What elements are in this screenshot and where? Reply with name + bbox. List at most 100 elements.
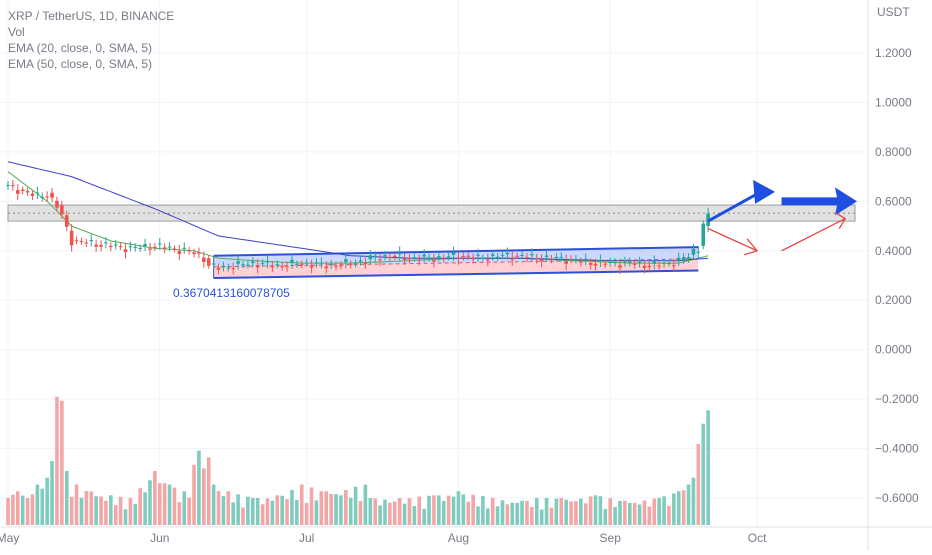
red-projection-segment [781,218,846,252]
resistance-zone-rect [7,204,856,222]
volume-bar [250,498,255,525]
candle-body [471,257,475,260]
chart-legend: XRP / TetherUS, 1D, BINANCE Vol EMA (20,… [8,8,174,72]
volume-bar [397,498,402,525]
volume-bar [133,504,138,525]
candle-body [109,245,113,248]
candle-body [446,256,451,258]
volume-bar [681,490,686,525]
volume-bar [613,507,617,525]
volume-bar [236,494,240,525]
candle-body [662,262,666,264]
candle-body [652,261,657,264]
candle-body [422,254,426,257]
volume-bar [40,488,45,525]
volume-bar [441,500,446,525]
candle-body [275,264,280,266]
candle-body [167,246,172,248]
projection-arrows[interactable] [707,179,857,256]
y-tick-label: −0.6000 [875,491,919,505]
candle-body [118,246,123,248]
volume-bar [211,484,216,525]
volume-bar [314,500,319,525]
candle-body [11,185,15,187]
channel-lower-fill [213,258,699,278]
volume-bar [280,495,284,525]
volume-bar [329,493,333,525]
candle-body [373,255,377,258]
candle-body [162,247,167,249]
candle-body [407,258,412,260]
symbol-title[interactable]: XRP / TetherUS, 1D, BINANCE [8,9,175,23]
volume-bar [206,457,211,525]
red-arrowhead [743,238,759,256]
candle-body [304,262,309,264]
volume-bar [11,494,15,525]
volume-bar [637,504,642,525]
volume-bar [505,504,510,525]
volume-bar [353,486,358,525]
volume-indicator-label[interactable]: Vol [8,25,25,39]
volume-bar [691,477,696,525]
volume-bar [118,496,123,525]
candle-body [603,263,608,265]
volume-bar [642,500,647,525]
volume-bar [569,501,573,525]
y-tick-label: −0.2000 [875,392,919,406]
candle-body [593,263,598,266]
volume-bar [84,490,89,525]
volume-bar [35,484,40,525]
volume-bar [530,507,534,525]
candle-body [99,245,103,247]
volume-bar [373,498,377,525]
candle-body [324,266,329,269]
volume-bar [471,494,475,525]
ema-20-indicator-label[interactable]: EMA (20, close, 0, SMA, 5) [8,41,153,55]
volume-bar [74,484,79,525]
channel-upper-line [213,246,699,257]
volume-bar [422,508,426,525]
volume-bar [295,499,299,525]
candle-body [632,263,637,265]
candlesticks [6,179,710,275]
volume-bar [104,500,108,525]
candle-body [549,258,554,260]
y-tick-label: 0.4000 [875,244,912,258]
volume-bar [290,489,294,525]
volume-bar [549,507,554,525]
candle-body [383,255,387,257]
x-tick-label: May [0,531,19,545]
candle-body [691,248,696,255]
volume-bar [109,495,113,525]
parallel-channel[interactable] [213,246,699,279]
x-tick-label: Jun [150,531,169,545]
volume-bar [627,502,632,525]
y-tick-label: 1.2000 [875,46,912,60]
candle-body [676,257,681,261]
candle-body [392,255,397,257]
candle-body [314,262,319,264]
candle-body [128,246,133,248]
ema-50-indicator-label[interactable]: EMA (50, close, 0, SMA, 5) [8,57,153,71]
candle-body [79,241,84,243]
red-projection-arrowhead [834,212,847,229]
volume-bar [339,495,343,525]
volume-bar [476,506,480,525]
candle-body [579,261,583,263]
candle-body [60,205,64,215]
candle-body [461,256,466,258]
volume-bar [177,502,182,525]
ema-20-line [7,171,709,264]
volume-bar [652,498,657,525]
candle-body [113,244,118,246]
candle-body [657,265,661,267]
volume-bar [69,496,74,525]
volume-bar [510,502,515,525]
candle-body [574,259,578,261]
candle-body [495,256,500,258]
volume-bar [647,506,652,525]
candle-body [40,196,45,198]
volume-bar [167,484,172,525]
